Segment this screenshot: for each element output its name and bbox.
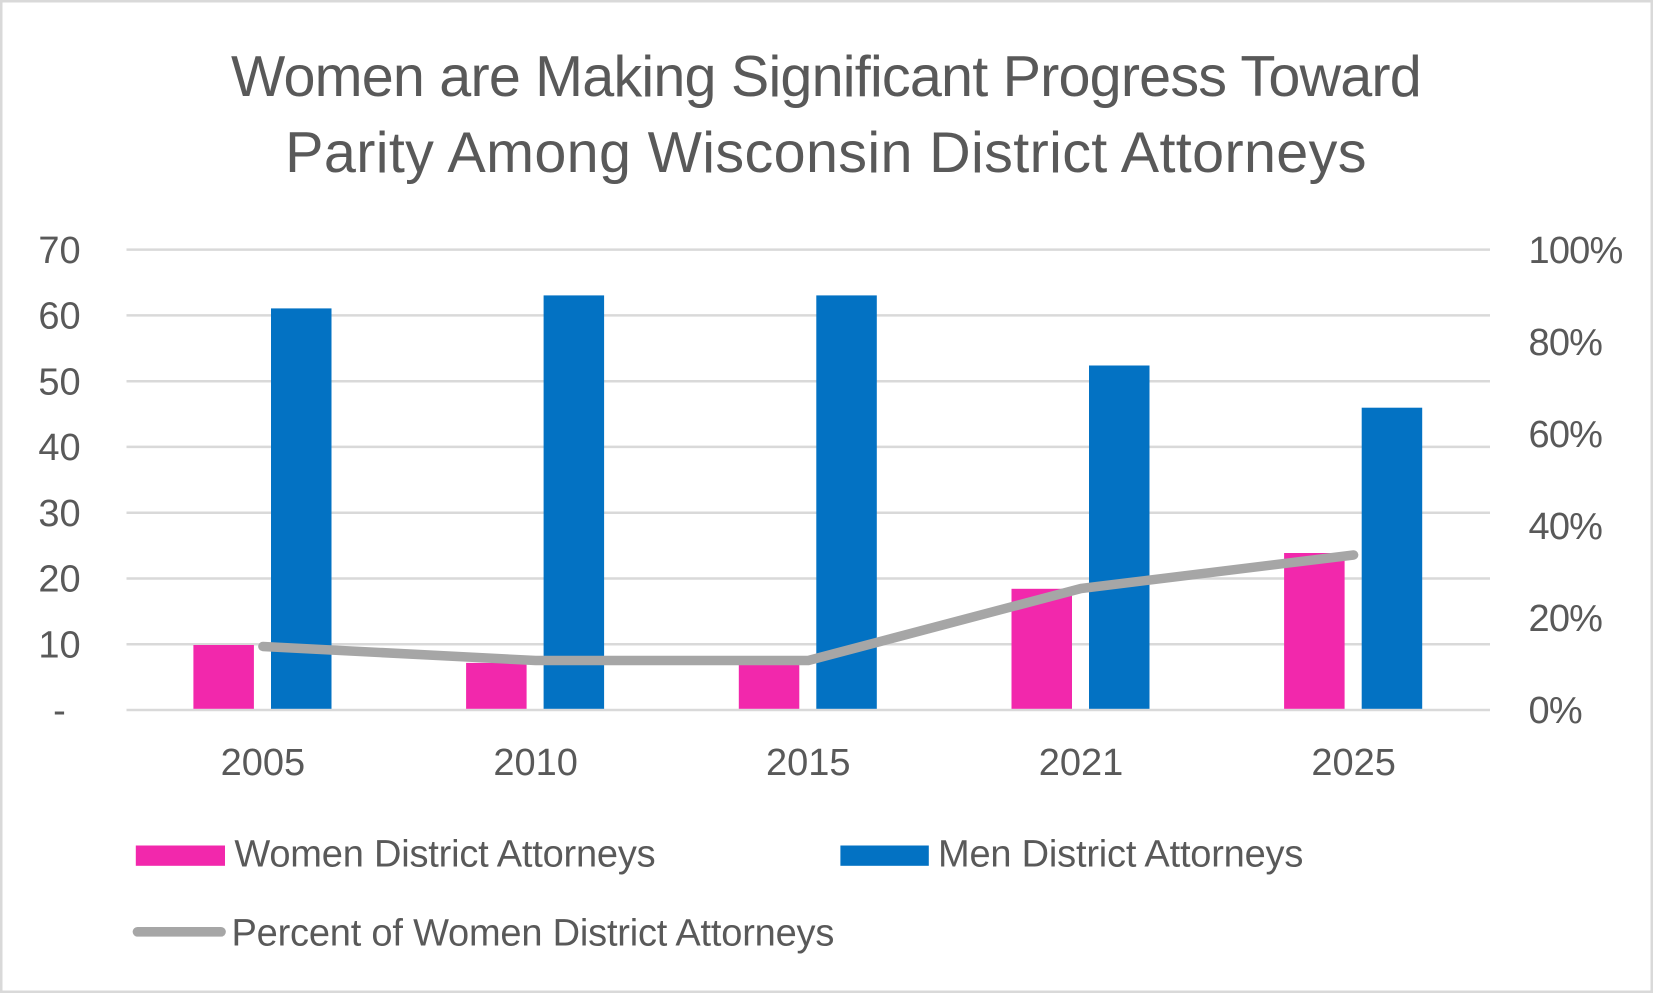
svg-text:Women are Making Significant P: Women are Making Significant Progress To… [231,45,1421,109]
svg-text:Parity Among Wisconsin Distric: Parity Among Wisconsin District Attorney… [285,121,1367,185]
svg-text:2005: 2005 [221,742,306,784]
svg-text:60: 60 [38,296,80,338]
svg-text:2025: 2025 [1311,742,1396,784]
svg-text:Percent of Women District Atto: Percent of Women District Attorneys [232,913,835,955]
svg-text:-: - [53,690,66,732]
svg-text:70: 70 [38,230,80,272]
svg-text:2015: 2015 [766,742,851,784]
svg-text:20: 20 [38,559,80,601]
svg-text:100%: 100% [1529,230,1623,272]
svg-text:40%: 40% [1529,506,1603,548]
svg-text:30: 30 [38,493,80,535]
svg-text:0%: 0% [1529,690,1582,732]
svg-text:2010: 2010 [493,742,578,784]
svg-text:60%: 60% [1529,414,1603,456]
svg-text:20%: 20% [1529,598,1603,640]
svg-text:Men District Attorneys: Men District Attorneys [938,834,1303,876]
svg-text:Women District Attorneys: Women District Attorneys [234,834,655,876]
svg-text:50: 50 [38,361,80,403]
svg-text:10: 10 [38,624,80,666]
svg-text:2021: 2021 [1039,742,1124,784]
svg-text:80%: 80% [1529,322,1603,364]
svg-text:40: 40 [38,427,80,469]
